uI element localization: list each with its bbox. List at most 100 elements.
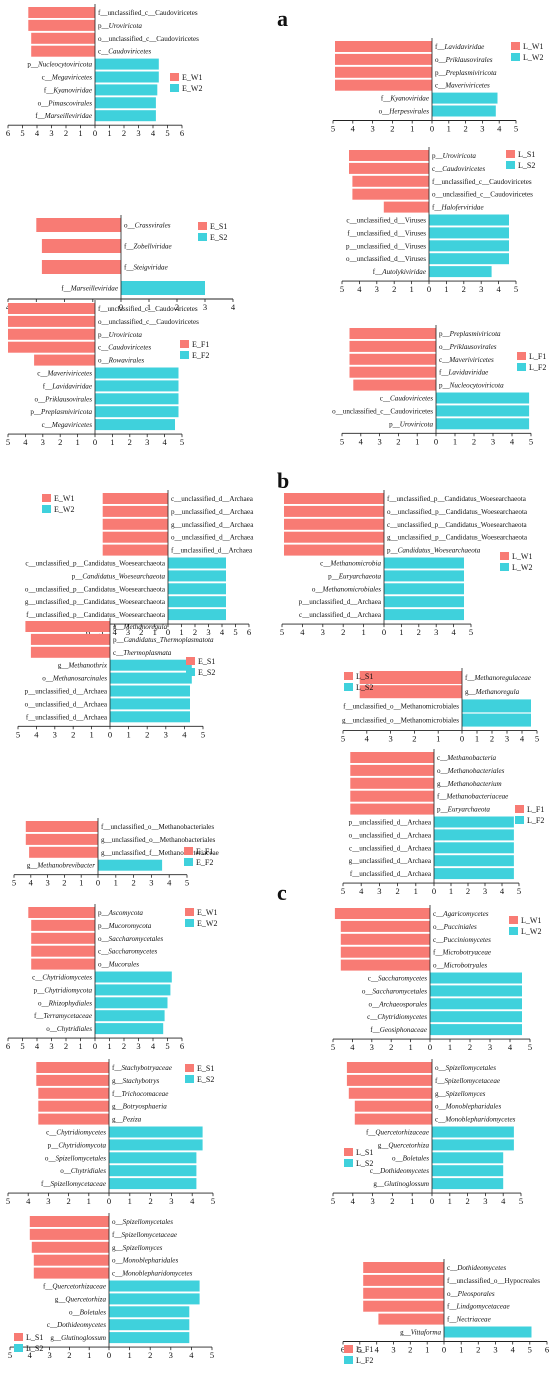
bar-label: f__Spizellomycetaceae	[435, 1077, 500, 1085]
legend: L_F1 L_F2	[515, 805, 544, 825]
x-tick-label: 2	[131, 878, 135, 888]
bar-label: c__Pucciniomycetes	[433, 935, 491, 943]
bar-group2	[432, 1152, 504, 1164]
bar-group1	[359, 671, 462, 684]
x-tick-label: 4	[351, 124, 356, 134]
x-tick-label: 1	[78, 128, 82, 138]
bar-label: p__Nucleocytoviricota	[27, 60, 92, 68]
bar-group1	[335, 66, 432, 78]
x-tick-label: 3	[483, 886, 487, 896]
diverging-bar-chart-4: p__Uroviricota c__Caudoviricetes f__unclas…	[340, 147, 535, 294]
x-tick-label: 2	[148, 1196, 152, 1206]
bar-group1	[335, 53, 432, 65]
bar-group1	[284, 531, 384, 543]
bar-label: f__unclassified_o__Methanomicrobiales	[343, 702, 459, 710]
bar-group2	[434, 829, 514, 841]
bar-label: f__Quercetorhizaceae	[43, 1282, 106, 1290]
bar-label: p__unclassified_d__Archaea	[349, 818, 432, 826]
bar-group2	[109, 1293, 200, 1305]
x-tick-label: 3	[480, 124, 484, 134]
x-tick-label: 1	[126, 729, 130, 739]
bar-label: o__Saccharomycetales	[98, 934, 163, 942]
x-tick-label: 2	[64, 1041, 68, 1051]
bar-group1	[284, 493, 384, 504]
bar-label: o__Priklausovirales	[439, 343, 497, 351]
bar-group2	[110, 685, 190, 697]
legend-label: L_S2	[518, 161, 535, 170]
bar-group2	[436, 392, 530, 404]
legend-label: E_S1	[210, 222, 227, 231]
x-tick-label: 2	[128, 437, 132, 447]
bar-label: o__Priklausovirales	[34, 395, 92, 403]
bar-group2	[95, 97, 156, 109]
x-tick-label: 6	[6, 1041, 10, 1051]
x-tick-label: 1	[79, 878, 83, 888]
bar-label: c__Dothideomycetes	[370, 1167, 429, 1175]
bar-label: c__Maveriviricetes	[37, 369, 92, 377]
x-tick-label: 3	[49, 1041, 53, 1051]
bar-group1	[31, 919, 95, 931]
bar-group1	[25, 833, 98, 845]
x-tick-label: 2	[390, 1196, 394, 1206]
x-tick-label: 2	[389, 1042, 393, 1052]
x-tick-label: 4	[35, 128, 40, 138]
bar-label: o__Methanobacteriales	[437, 767, 505, 775]
x-tick-label: 4	[113, 627, 118, 637]
bar-label: o__unclassified_c__Caudoviricetes	[98, 34, 199, 42]
bar-group1	[363, 1287, 444, 1299]
x-tick-label: 5	[514, 124, 518, 134]
legend-label: E_W1	[54, 494, 74, 503]
legend-label: L_W1	[512, 552, 532, 561]
x-tick-label: 1	[449, 886, 453, 896]
bar-label: f__unclassified_c__Caudoviricetes	[98, 305, 198, 313]
x-tick-label: 4	[497, 124, 502, 134]
bar-label: f__Quercetorhizaceae	[366, 1128, 429, 1136]
bar-group1	[350, 764, 434, 776]
legend-label: L_F1	[356, 1345, 373, 1354]
x-tick-label: 3	[145, 437, 149, 447]
bar-group1	[340, 959, 430, 971]
legend-swatch	[198, 222, 207, 230]
bar-group1	[334, 908, 430, 919]
legend-label: L_S2	[26, 1344, 43, 1353]
bar-group2	[121, 281, 205, 295]
legend-swatch	[517, 363, 526, 371]
bar-label: o__unclassified_c__Caudoviricetes	[432, 190, 533, 198]
x-tick-label: 1	[110, 437, 114, 447]
legend: E_F1 E_F2	[184, 847, 213, 867]
bar-label: f__Kyanoviridae	[381, 94, 429, 102]
x-tick-label: 2	[472, 436, 476, 446]
x-tick-label: 3	[370, 1196, 374, 1206]
bar-group1	[363, 1300, 444, 1312]
bar-group2	[109, 1178, 197, 1190]
bar-label: f__Autolykiviridae	[373, 268, 426, 276]
bar-label: c__Caudoviricetes	[380, 394, 433, 402]
x-tick-label: 0	[430, 1196, 434, 1206]
bar-group1	[29, 1228, 109, 1240]
bar-group2	[110, 672, 192, 684]
bar-group1	[349, 340, 436, 352]
bar-group2	[430, 998, 522, 1010]
x-tick-label: 3	[169, 1196, 173, 1206]
bar-label: g__Spizellomyces	[435, 1089, 486, 1097]
legend-swatch	[511, 53, 520, 61]
bar-group1	[28, 19, 95, 31]
x-tick-label: 0	[119, 302, 123, 312]
x-tick-label: 5	[514, 284, 518, 294]
diverging-bar-chart-13: p__Ascomycota p__Mucoromycota o__Saccharom…	[6, 904, 217, 1051]
x-tick-label: 4	[496, 284, 501, 294]
bar-group2	[168, 557, 226, 569]
bar-label: p__Chytridiomycota	[48, 1141, 107, 1149]
bar-group1	[284, 518, 384, 530]
bar-label: c__Monoblepharidomycetes	[112, 1269, 193, 1277]
x-tick-label: 0	[108, 729, 112, 739]
bar-label: p__unclassified_d__Archaea	[299, 598, 382, 606]
legend: L_F1 L_F2	[517, 352, 546, 372]
panel-label-a: a	[277, 6, 288, 31]
x-tick-label: 1	[89, 729, 93, 739]
x-tick-label: 3	[370, 1042, 374, 1052]
bar-group2	[432, 105, 496, 117]
bar-group2	[109, 1332, 190, 1344]
legend-label: L_S1	[356, 1148, 373, 1157]
x-tick-label: 5	[16, 729, 20, 739]
